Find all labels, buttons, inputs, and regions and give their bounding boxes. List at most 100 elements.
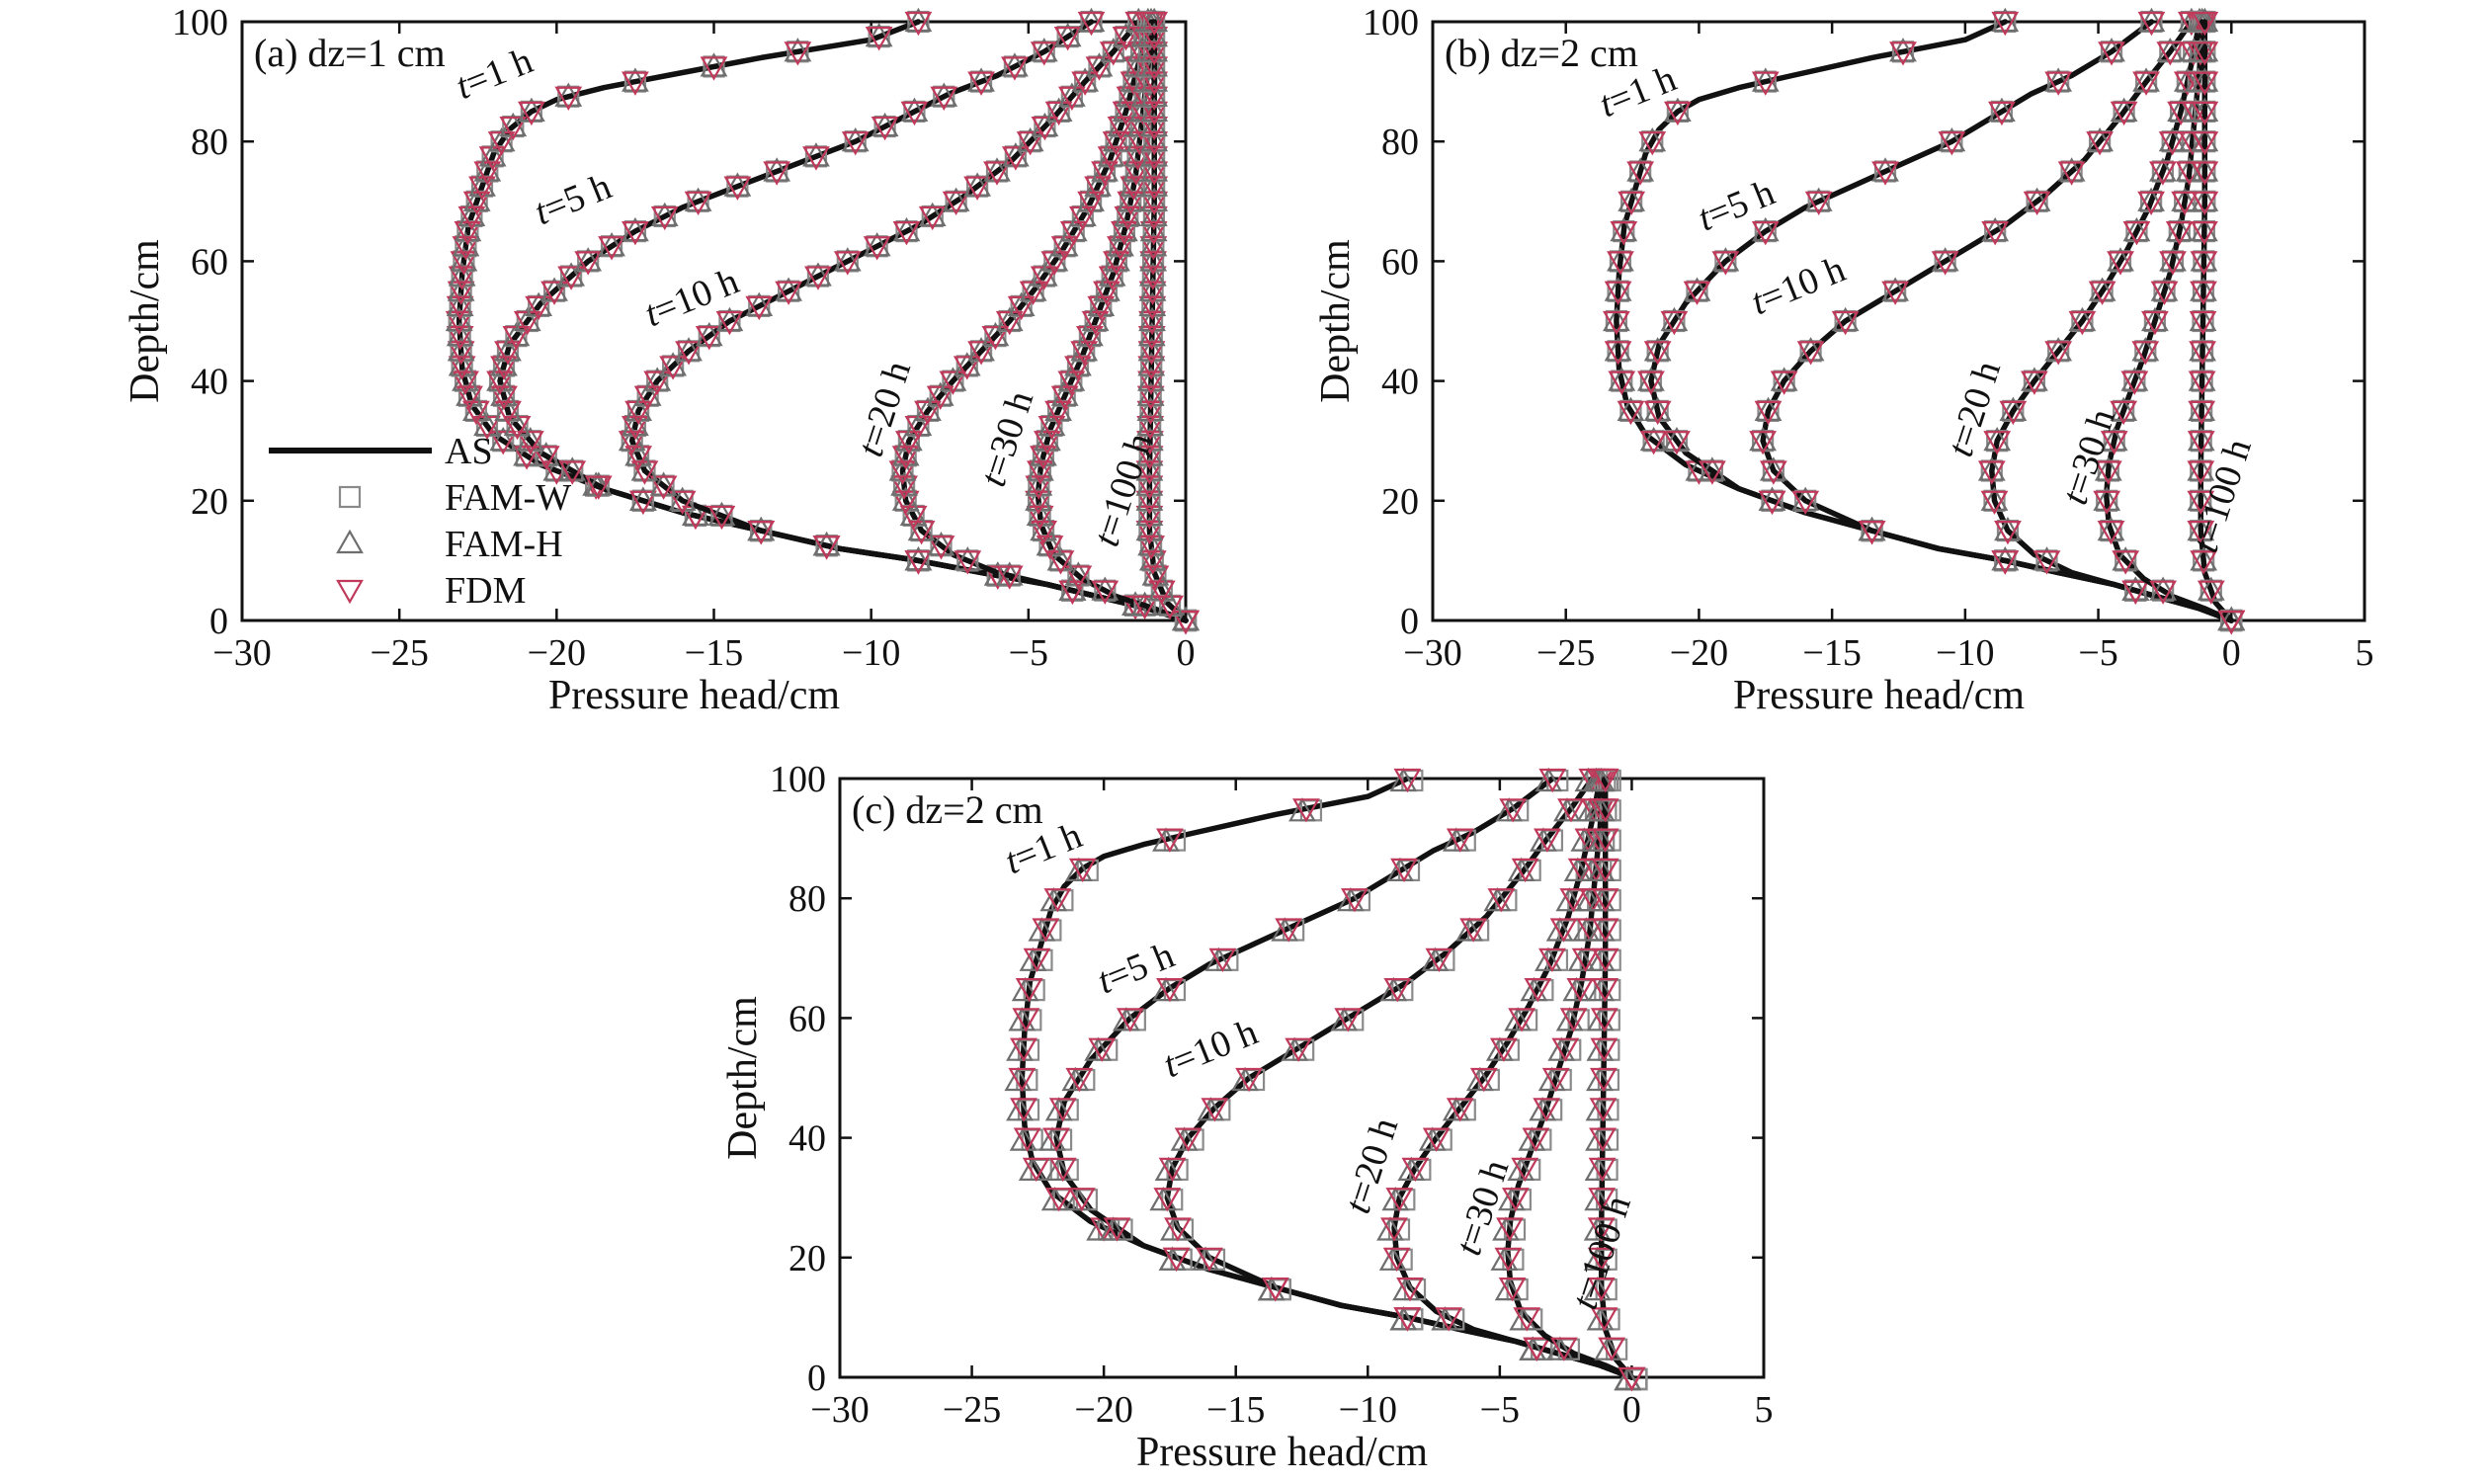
marker-fam-h: [1057, 367, 1086, 391]
marker-fdm: [1138, 310, 1166, 336]
curve-as: [1989, 19, 2235, 623]
marker-fdm: [930, 86, 958, 111]
marker-fam-h: [1114, 202, 1142, 227]
marker-fam-h: [1140, 142, 1169, 167]
marker-fdm: [447, 281, 475, 305]
marker-fdm: [2068, 310, 2097, 336]
marker-fam-h: [1030, 516, 1058, 541]
marker-fdm: [1135, 446, 1164, 470]
marker-fam-h: [2158, 126, 2187, 152]
marker-fam-h: [812, 532, 841, 556]
marker-fam-h: [473, 157, 502, 182]
marker-fam-h: [659, 352, 688, 376]
marker-fam-h: [2190, 216, 2218, 242]
marker-fam-h: [1231, 1066, 1259, 1092]
marker-fdm: [1831, 310, 1860, 336]
marker-fam-h: [1019, 277, 1047, 301]
marker-fdm: [1076, 326, 1104, 351]
marker-fdm: [1139, 236, 1168, 261]
marker-fam-h: [558, 456, 587, 481]
marker-fdm: [2021, 371, 2048, 395]
curve-as: [1614, 19, 2235, 623]
marker-fam-h: [1130, 591, 1159, 616]
marker-fam-h: [448, 352, 476, 376]
marker-fdm: [1010, 1037, 1037, 1062]
marker-fam-h: [1007, 291, 1036, 316]
y-tick-label: 0: [807, 1358, 826, 1399]
marker-fam-h: [1386, 857, 1414, 882]
marker-fdm: [1068, 858, 1097, 883]
marker-fam-h: [2191, 38, 2219, 62]
marker-fdm: [1112, 27, 1140, 51]
marker-fam-h: [2057, 157, 2086, 182]
marker-fdm: [1138, 281, 1167, 305]
marker-fdm: [473, 161, 502, 186]
marker-fam-h: [2150, 277, 2179, 301]
curve-label: t=5 h: [529, 166, 617, 234]
marker-fam-h: [1040, 1186, 1069, 1211]
marker-fam-h: [2068, 306, 2097, 332]
marker-fdm: [2188, 400, 2216, 426]
marker-fdm: [1201, 1098, 1229, 1122]
marker-fdm: [1588, 1157, 1617, 1183]
marker-fam-h: [1858, 516, 1886, 541]
marker-fdm: [1138, 266, 1167, 290]
y-tick-label: 80: [191, 122, 228, 163]
marker-fam-h: [1140, 38, 1169, 62]
marker-fam-h: [1871, 157, 1899, 182]
marker-fam-h: [863, 232, 891, 257]
marker-fam-h: [1160, 1216, 1188, 1241]
marker-fam-h: [1053, 22, 1082, 47]
marker-fam-h: [1643, 337, 1672, 362]
marker-fam-h: [1068, 202, 1097, 227]
marker-fam-h: [1136, 381, 1165, 406]
marker-fam-h: [2100, 426, 2128, 452]
marker-fam-h: [1139, 216, 1168, 242]
marker-fam-h: [1889, 38, 1917, 62]
marker-fam-h: [907, 516, 936, 541]
marker-fam-h: [622, 411, 649, 437]
marker-fam-h: [1638, 126, 1667, 152]
marker-fam-h: [1545, 917, 1574, 942]
marker-fam-h: [1135, 516, 1164, 541]
marker-fdm: [1048, 1157, 1077, 1183]
marker-fam-h: [890, 471, 918, 496]
marker-fam-h: [1397, 1156, 1426, 1182]
marker-fdm: [1589, 1127, 1617, 1152]
marker-fam-h: [747, 516, 776, 541]
marker-fam-h: [1039, 886, 1068, 912]
marker-fam-h: [1156, 591, 1184, 616]
marker-fam-h: [1137, 321, 1166, 347]
marker-fdm: [1511, 858, 1539, 883]
y-tick-label: 80: [788, 878, 826, 920]
marker-fam-h: [981, 321, 1010, 347]
curve-as: [456, 19, 1189, 623]
marker-fdm: [2122, 221, 2151, 246]
marker-fam-h: [1547, 1036, 1576, 1061]
marker-fam-h: [584, 471, 613, 496]
marker-fam-h: [1140, 112, 1169, 137]
marker-fam-h: [1137, 367, 1165, 391]
marker-fam-h: [1519, 1336, 1547, 1360]
marker-fdm: [1604, 341, 1632, 366]
marker-fam-h: [487, 126, 516, 152]
marker-fam-h: [763, 157, 791, 182]
marker-fdm: [461, 400, 490, 426]
marker-fdm: [1084, 176, 1112, 201]
marker-fam-h: [1137, 532, 1165, 556]
x-tick-label: −15: [1206, 1389, 1265, 1431]
y-tick-label: 20: [1381, 481, 1419, 523]
marker-fam-h: [2044, 337, 2073, 362]
marker-fdm: [1070, 341, 1099, 366]
marker-fam-h: [1138, 277, 1167, 301]
marker-fam-h: [1018, 1156, 1046, 1182]
marker-fdm: [1208, 948, 1237, 973]
marker-fdm: [1549, 1337, 1578, 1361]
marker-fdm: [1559, 1008, 1588, 1032]
marker-fam-h: [1135, 501, 1164, 527]
x-tick-label: −30: [1403, 632, 1461, 674]
marker-fam-h: [2189, 306, 2217, 332]
marker-fam-h: [891, 442, 920, 466]
curve-as: [628, 19, 1189, 623]
marker-fdm: [1683, 281, 1711, 305]
